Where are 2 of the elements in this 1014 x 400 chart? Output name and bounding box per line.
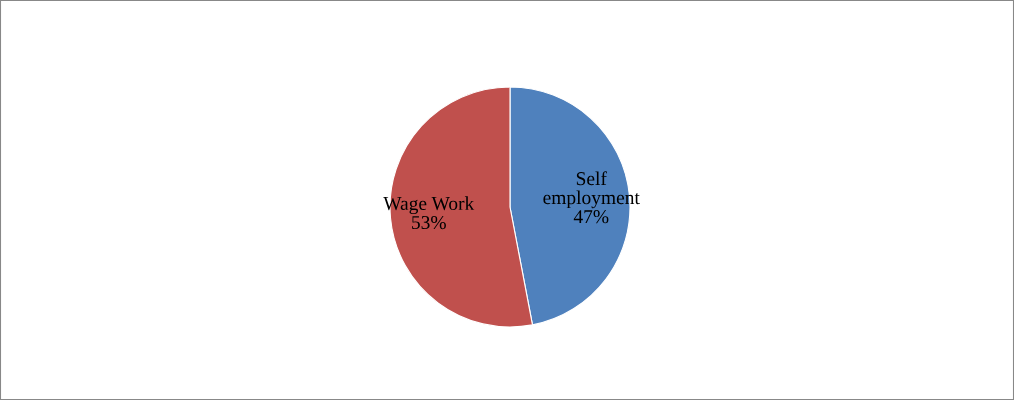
data-label: 47% (573, 210, 609, 224)
data-label: 53% (412, 215, 446, 230)
